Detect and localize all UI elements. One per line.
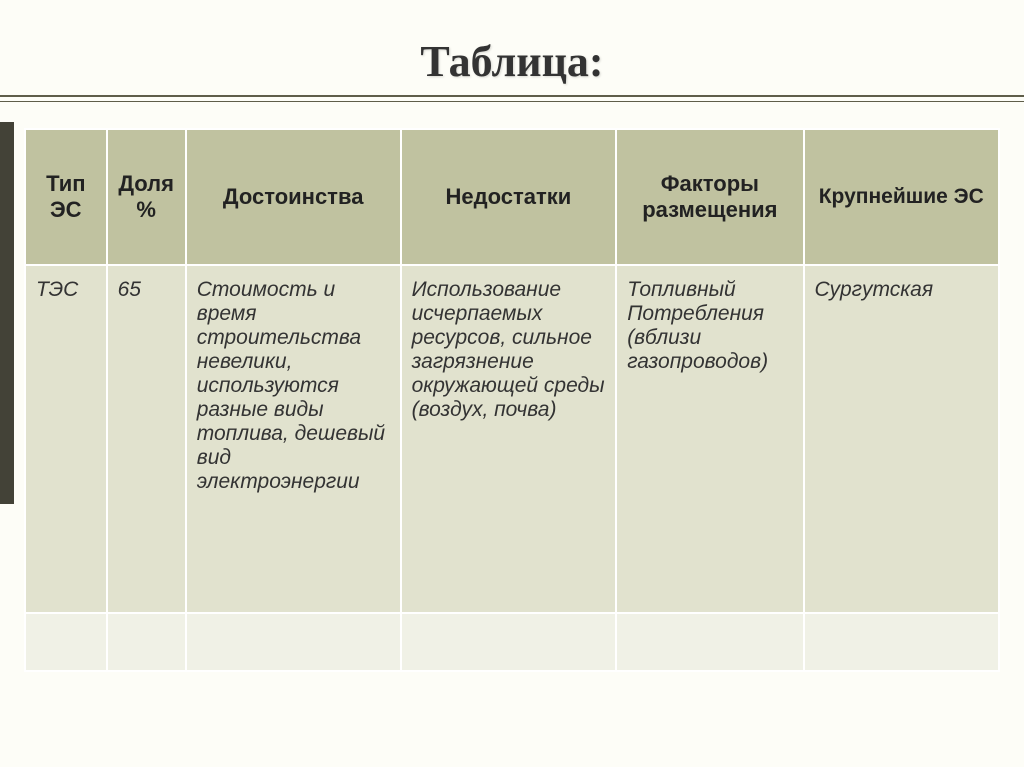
cell-type: ТЭС <box>25 265 107 613</box>
cell-factors <box>616 613 803 671</box>
cell-dis: Использование исчерпаемых ресурсов, силь… <box>401 265 617 613</box>
cell-share: 65 <box>107 265 186 613</box>
col-header-factors: Факторы размещения <box>616 129 803 265</box>
col-header-largest: Крупнейшие ЭС <box>804 129 999 265</box>
col-header-adv: Достоинства <box>186 129 401 265</box>
left-side-bar <box>0 122 14 504</box>
table-row <box>25 613 999 671</box>
cell-share <box>107 613 186 671</box>
cell-adv <box>186 613 401 671</box>
col-header-type: Тип ЭС <box>25 129 107 265</box>
col-header-dis: Недостатки <box>401 129 617 265</box>
title-underline <box>0 95 1024 113</box>
cell-largest <box>804 613 999 671</box>
table-header-row: Тип ЭС Доля % Достоинства Недостатки Фак… <box>25 129 999 265</box>
col-header-share: Доля % <box>107 129 186 265</box>
page-title: Таблица: <box>0 0 1024 87</box>
cell-type <box>25 613 107 671</box>
cell-adv: Стоимость и время строительства невелики… <box>186 265 401 613</box>
power-stations-table: Тип ЭС Доля % Достоинства Недостатки Фак… <box>24 128 1000 672</box>
cell-dis <box>401 613 617 671</box>
cell-factors: Топливный Потребления (вблизи газопровод… <box>616 265 803 613</box>
table-row: ТЭС 65 Стоимость и время строительства н… <box>25 265 999 613</box>
cell-largest: Сургутская <box>804 265 999 613</box>
slide: Таблица: Тип ЭС Доля % Достоинства Недос… <box>0 0 1024 767</box>
